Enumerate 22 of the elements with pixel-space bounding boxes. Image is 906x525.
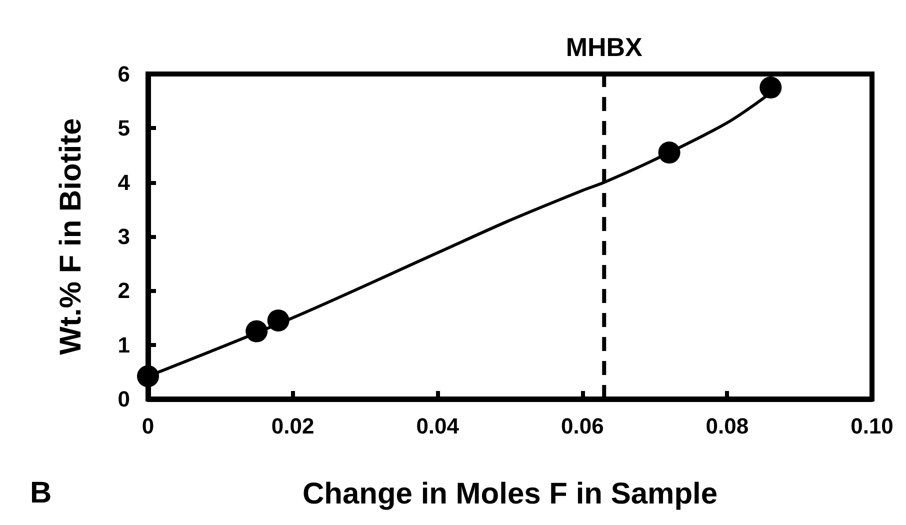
- ref-line-label: MHBX: [566, 32, 644, 62]
- x-tick-label: 0.04: [416, 414, 460, 438]
- x-tick-label: 0.06: [560, 414, 604, 438]
- y-tick-label: 5: [118, 116, 130, 141]
- y-tick-label: 2: [118, 278, 130, 304]
- y-tick-label: 3: [118, 224, 130, 249]
- point: [137, 365, 159, 388]
- point: [658, 142, 680, 164]
- y-tick-label: 6: [118, 62, 130, 86]
- point: [267, 309, 290, 332]
- point: [760, 76, 782, 99]
- y-tick-label: 0: [118, 386, 130, 412]
- x-tick-label: 0: [142, 414, 154, 438]
- x-tick-label: 0.02: [271, 414, 314, 438]
- y-axis-title: Wt.% F in Biotite: [54, 118, 88, 355]
- y-tick-label: 1: [118, 332, 130, 358]
- x-axis-title: Change in Moles F in Sample: [302, 478, 718, 510]
- x-tick-label: 0.10: [850, 414, 894, 438]
- point: [246, 320, 268, 342]
- y-tick-label: 4: [118, 170, 131, 195]
- text: B: [30, 476, 52, 510]
- x-tick-label: 0.08: [706, 414, 749, 438]
